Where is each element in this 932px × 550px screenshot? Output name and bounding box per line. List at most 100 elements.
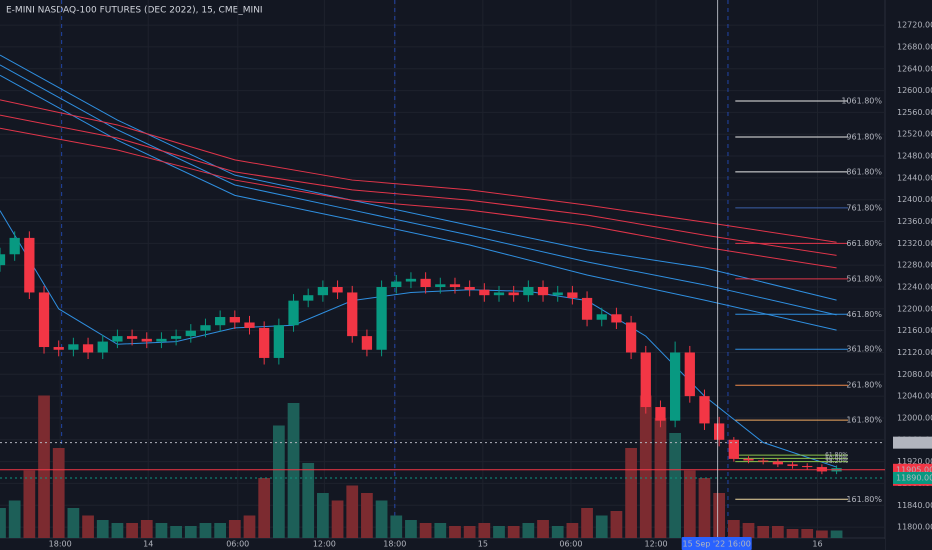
- candle-body: [347, 292, 358, 337]
- volume-bar: [595, 515, 608, 538]
- candle-body: [596, 314, 607, 320]
- volume-bar: [639, 395, 652, 538]
- y-tick-label: 12320.00: [897, 239, 932, 248]
- candle-body: [200, 325, 211, 331]
- y-tick-label: 12520.00: [897, 130, 932, 139]
- volume-bar: [742, 523, 755, 538]
- candle-body: [259, 327, 270, 358]
- fib-label: 761.80%: [846, 203, 882, 212]
- y-tick-label: 12400.00: [897, 195, 932, 204]
- candle-body: [699, 396, 710, 424]
- candle-body: [156, 338, 167, 342]
- candle-body: [361, 336, 373, 350]
- volume-bar: [566, 523, 579, 538]
- moving-average: [0, 64, 837, 316]
- candle-body: [684, 352, 695, 397]
- fib-label: 161.80%: [846, 416, 882, 425]
- volume-bar: [184, 526, 197, 538]
- candle-body: [523, 287, 534, 296]
- volume-bar: [801, 529, 814, 538]
- candle-body: [229, 317, 240, 323]
- candle-body: [669, 352, 681, 421]
- volume-bar: [507, 526, 520, 538]
- volume-bar: [522, 523, 535, 538]
- volume-bar: [463, 526, 476, 538]
- volume-bar: [757, 526, 770, 538]
- y-tick-label: 12080.00: [897, 370, 932, 379]
- volume-bar: [375, 500, 388, 538]
- candle-body: [9, 237, 20, 255]
- y-tick-label: 12120.00: [897, 348, 932, 357]
- volume-bar: [67, 508, 80, 538]
- candle-body: [816, 467, 828, 472]
- volume-bar: [713, 493, 726, 538]
- volume-bar: [610, 511, 623, 538]
- volume-bar: [493, 526, 505, 538]
- price-tag-label: 11954.75: [896, 438, 932, 447]
- y-tick-label: 12480.00: [897, 152, 932, 161]
- volume-bar: [478, 523, 491, 538]
- candle-body: [743, 458, 754, 461]
- y-tick-label: 12280.00: [897, 261, 932, 270]
- candle-body: [552, 292, 563, 296]
- candle-body: [185, 330, 196, 337]
- crosshair-label: 15 Sep '22 16:00: [683, 540, 751, 549]
- price-tag-label: 11905.00: [896, 465, 932, 474]
- volume-bar: [96, 520, 109, 538]
- volume-bar: [170, 526, 182, 538]
- price-axis-bg: [886, 0, 932, 550]
- volume-bar: [434, 523, 447, 538]
- y-tick-label: 12720.00: [897, 21, 932, 30]
- volume-bar: [0, 508, 6, 538]
- candle-body: [391, 281, 402, 288]
- volume-bar: [346, 485, 359, 538]
- volume-bar: [449, 526, 461, 538]
- volume-bar: [140, 520, 153, 538]
- volume-bar: [405, 520, 417, 538]
- candle-body: [376, 287, 387, 350]
- candle-body: [728, 439, 739, 459]
- x-tick-label: 06:00: [559, 540, 582, 549]
- candle-body: [714, 423, 725, 440]
- candle-body: [244, 322, 255, 328]
- volume-bar: [317, 493, 329, 538]
- candle-body: [24, 237, 35, 293]
- fib-label: 361.80%: [846, 345, 882, 354]
- fib-label: 561.80%: [846, 274, 882, 283]
- volume-bar: [258, 478, 271, 538]
- candle-body: [97, 341, 108, 353]
- y-tick-label: 11800.00: [897, 523, 932, 532]
- fib-label: 861.80%: [846, 167, 882, 176]
- moving-average: [0, 74, 837, 331]
- volume-bar: [287, 403, 300, 538]
- candle-body: [126, 336, 138, 339]
- volume-bar: [199, 523, 212, 538]
- x-tick-label: 06:00: [226, 540, 249, 549]
- time-axis-bg: [0, 539, 885, 550]
- volume-bar: [669, 433, 681, 538]
- moving-average: [0, 127, 837, 269]
- volume-bar: [625, 448, 637, 538]
- x-tick-label: 18:00: [49, 540, 72, 549]
- candle-body: [772, 461, 783, 465]
- candle-body: [655, 407, 666, 421]
- volume-bar: [82, 515, 94, 538]
- volume-bar: [816, 530, 828, 538]
- y-tick-label: 12360.00: [897, 217, 932, 226]
- fib-label: 61.80%: [825, 452, 848, 459]
- volume-bar: [786, 529, 799, 538]
- fib-label: 261.80%: [846, 381, 882, 390]
- y-tick-label: 12600.00: [897, 86, 932, 95]
- candle-body: [420, 278, 431, 288]
- candle-body: [611, 314, 622, 323]
- volume-bar: [302, 463, 315, 538]
- chart-title: E-MINI NASDAQ-100 FUTURES (DEC 2022), 15…: [6, 6, 263, 16]
- volume-bar: [419, 523, 432, 538]
- y-tick-label: 12680.00: [897, 42, 932, 51]
- volume-bar: [38, 395, 50, 538]
- volume-bar: [228, 520, 241, 538]
- x-tick-label: 16: [812, 540, 822, 549]
- moving-average: [0, 99, 837, 243]
- volume-bar: [23, 470, 36, 538]
